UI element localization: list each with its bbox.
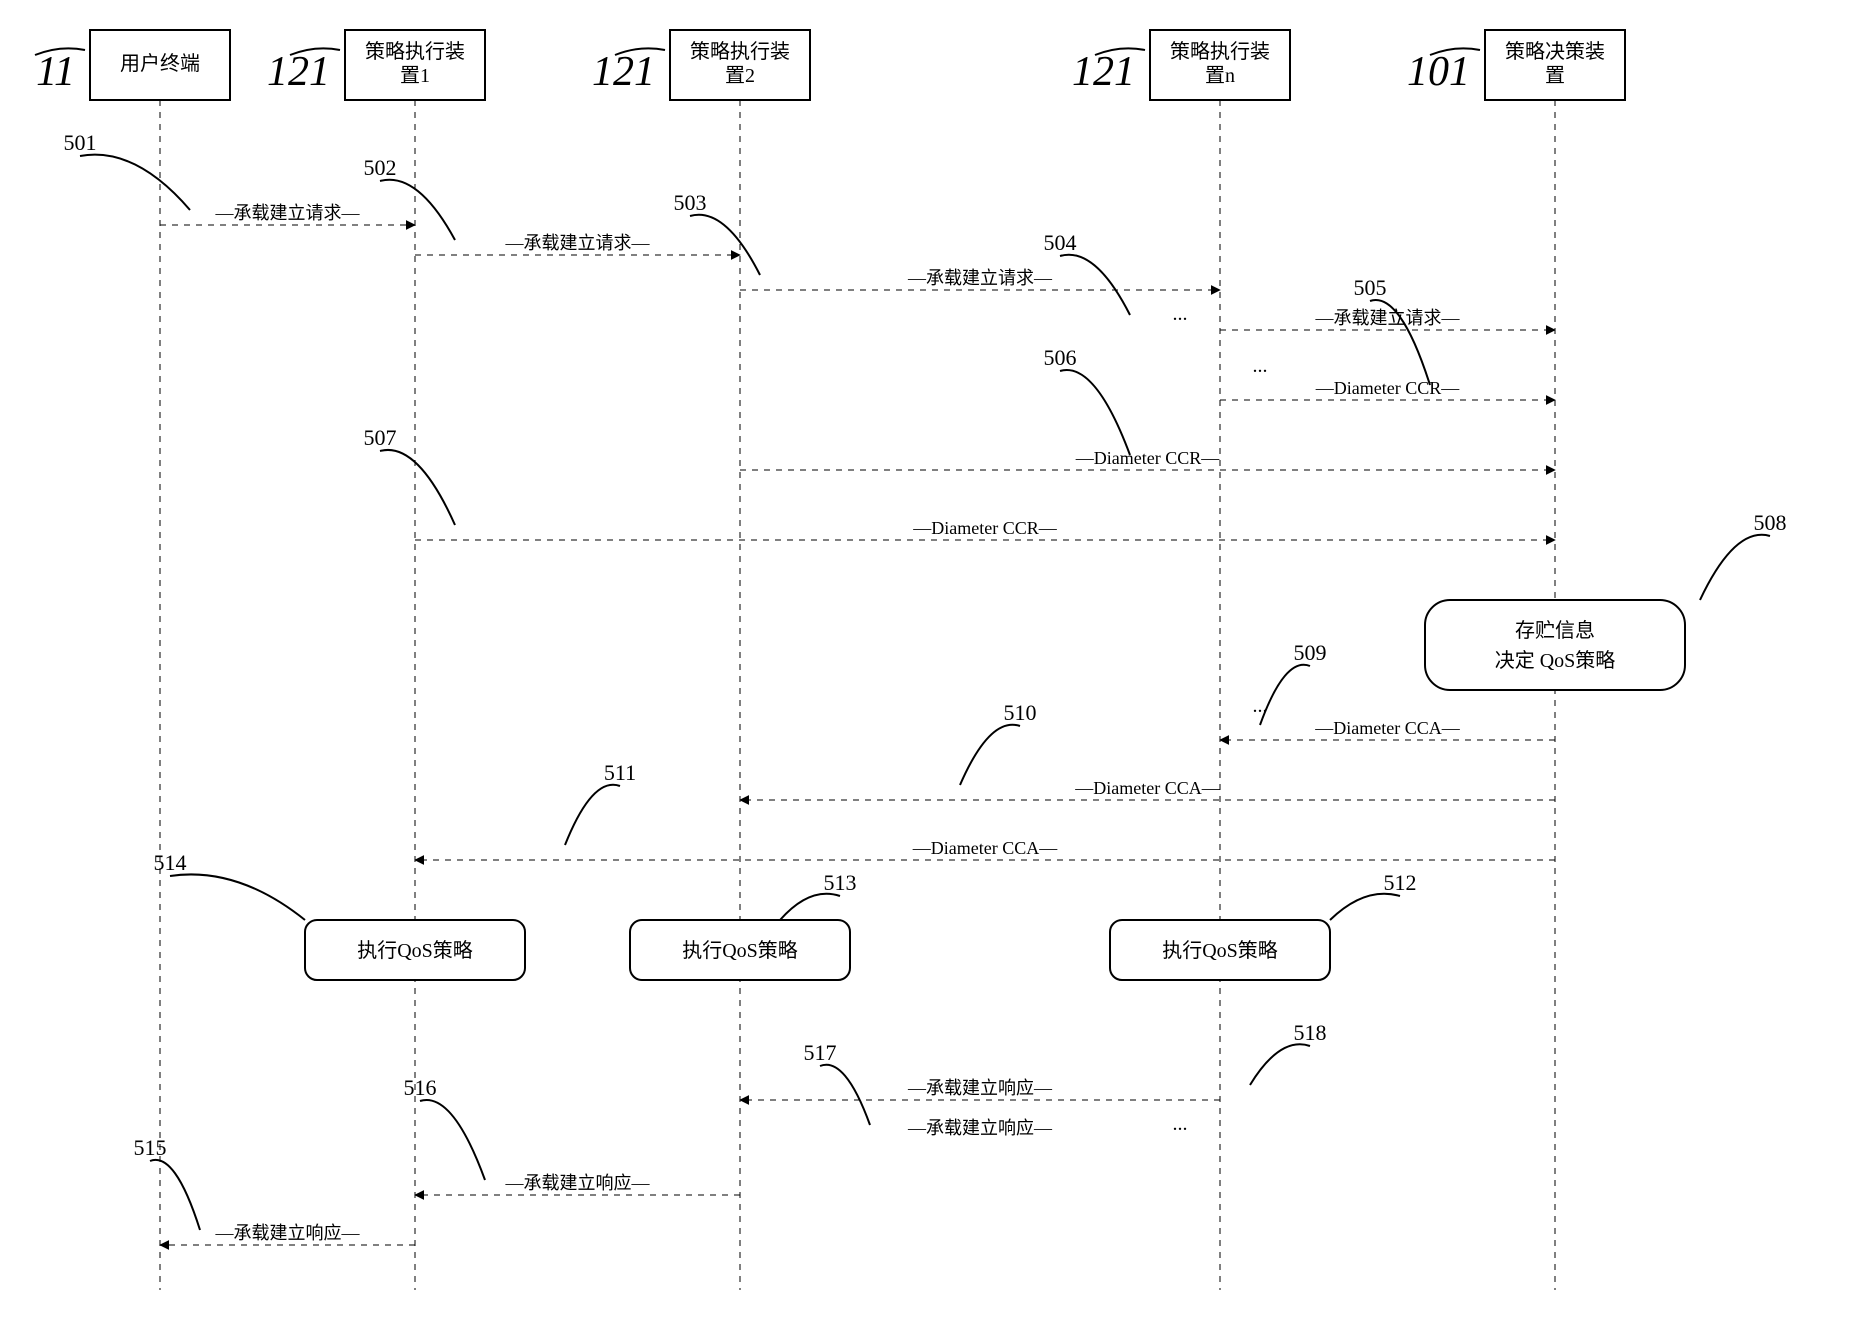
- leader-506: [1060, 370, 1130, 455]
- step-number-506: 506: [1044, 345, 1077, 370]
- actor-handwritten-ue: 11: [36, 49, 75, 95]
- leader-504: [1060, 255, 1130, 315]
- process-label-508: 存贮信息: [1515, 619, 1595, 642]
- message-label-503: —承载建立请求—: [907, 268, 1053, 288]
- step-number-508: 508: [1754, 510, 1787, 535]
- actor-label-pen: 策略执行装: [1170, 40, 1270, 63]
- leader-513: [780, 894, 840, 920]
- leader-509: [1260, 665, 1310, 725]
- actor-label-pe2: 置2: [725, 65, 755, 87]
- leader-507: [380, 450, 455, 525]
- message-label-505: —Diameter CCR—: [1315, 378, 1460, 398]
- leader-508: [1700, 535, 1770, 600]
- ellipsis-518: ...: [1173, 1113, 1188, 1135]
- step-number-505: 505: [1354, 275, 1387, 300]
- leader-517: [820, 1065, 870, 1125]
- step-number-507: 507: [364, 425, 397, 450]
- process-label-513: 执行QoS策略: [682, 939, 798, 962]
- actor-handwritten-pe1: 121: [267, 49, 330, 95]
- leader-511: [565, 785, 620, 845]
- message-label-515: —承载建立响应—: [215, 1223, 361, 1243]
- message-label-501: —承载建立请求—: [215, 203, 361, 223]
- step-number-501: 501: [64, 130, 97, 155]
- actor-label-pe2: 策略执行装: [690, 40, 790, 63]
- actor-label-pe1: 置1: [400, 65, 430, 87]
- leader-502: [380, 180, 455, 240]
- actor-label-ue: 用户终端: [120, 52, 200, 75]
- step-number-503: 503: [674, 190, 707, 215]
- actor-handwritten-pen: 121: [1072, 49, 1135, 95]
- leader-515: [150, 1160, 200, 1230]
- message-label-507: —Diameter CCR—: [912, 518, 1057, 538]
- step-number-514: 514: [154, 850, 187, 875]
- actor-handwritten-pd: 101: [1407, 49, 1470, 95]
- leader-512: [1330, 894, 1400, 920]
- step-number-509: 509: [1294, 640, 1327, 665]
- step-number-517: 517: [804, 1040, 837, 1065]
- message-label-506: —Diameter CCR—: [1075, 448, 1220, 468]
- process-label-514: 执行QoS策略: [357, 939, 473, 962]
- message-label-509: —Diameter CCA—: [1314, 718, 1460, 738]
- step-number-518: 518: [1294, 1020, 1327, 1045]
- actor-label-pe1: 策略执行装: [365, 40, 465, 63]
- step-number-515: 515: [134, 1135, 167, 1160]
- step-number-516: 516: [404, 1075, 437, 1100]
- message-label-516: —承载建立响应—: [505, 1173, 651, 1193]
- process-label-508: 决定 QoS策略: [1495, 649, 1616, 672]
- step-number-511: 511: [604, 760, 636, 785]
- ellipsis-505: ...: [1253, 355, 1268, 377]
- leader-518: [1250, 1044, 1310, 1085]
- leader-514: [170, 874, 305, 920]
- actor-label-pd: 策略决策装: [1505, 40, 1605, 63]
- actor-label-pd: 置: [1545, 65, 1565, 87]
- message-label-511: —Diameter CCA—: [912, 838, 1058, 858]
- message-label-518: —承载建立响应—: [907, 1078, 1053, 1098]
- process-label-512: 执行QoS策略: [1162, 939, 1278, 962]
- process-box-508: [1425, 600, 1685, 690]
- leader-501: [80, 155, 190, 210]
- step-number-510: 510: [1004, 700, 1037, 725]
- leader-510: [960, 725, 1020, 785]
- ellipsis-503: ...: [1173, 303, 1188, 325]
- step-number-504: 504: [1044, 230, 1077, 255]
- message-label-510: —Diameter CCA—: [1074, 778, 1220, 798]
- leader-516: [420, 1100, 485, 1180]
- message-label-502: —承载建立请求—: [505, 233, 651, 253]
- actor-label-pen: 置n: [1205, 65, 1235, 87]
- message-label-504: —承载建立请求—: [1315, 308, 1461, 328]
- step-number-502: 502: [364, 155, 397, 180]
- step-number-512: 512: [1384, 870, 1417, 895]
- leader-503: [690, 215, 760, 275]
- actor-handwritten-pe2: 121: [592, 49, 655, 95]
- step-number-513: 513: [824, 870, 857, 895]
- message-label-517: —承载建立响应—: [907, 1118, 1053, 1138]
